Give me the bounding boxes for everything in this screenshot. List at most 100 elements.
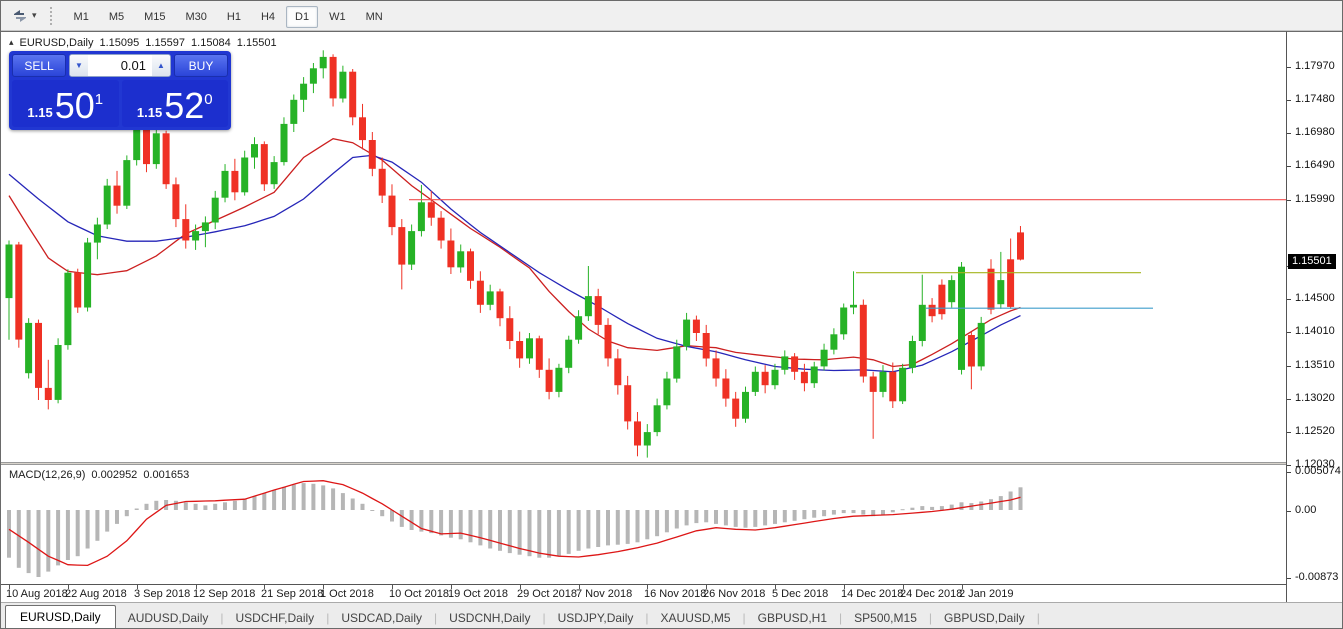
toolbar-drag-handle[interactable] — [49, 6, 56, 25]
candle — [309, 68, 317, 84]
double-arrow-icon — [14, 9, 26, 22]
axis-tick — [1287, 578, 1291, 580]
candle — [388, 195, 396, 228]
candle — [133, 123, 141, 161]
candle — [349, 71, 357, 118]
buy-button[interactable]: BUY — [174, 54, 228, 77]
buy-price-small: 1.15 — [136, 105, 163, 120]
candle — [653, 405, 661, 433]
candle — [761, 371, 769, 386]
date-axis[interactable]: 10 Aug 2018 22 Aug 2018 3 Sep 2018 12 Sep 2… — [1, 584, 1286, 602]
candle — [123, 160, 131, 206]
period-button-d1[interactable]: D1 — [286, 5, 319, 28]
date-axis-label: 21 Sep 2018 — [261, 588, 324, 600]
chart-arrows-icon[interactable]: ▾ — [9, 7, 40, 25]
tab-separator: | — [1036, 611, 1040, 625]
period-button-m5[interactable]: M5 — [108, 10, 125, 23]
chart-tab-usdchf-daily[interactable]: USDCHF,Daily — [235, 611, 315, 625]
volume-decrease-button[interactable]: ▼ — [70, 55, 88, 76]
candle — [339, 71, 347, 99]
macd-indicator-pane[interactable] — [1, 465, 1286, 584]
candle — [378, 168, 386, 196]
candle — [791, 356, 799, 372]
candle — [624, 385, 632, 422]
chart-tab-gbpusd-h1[interactable]: GBPUSD,H1 — [757, 611, 828, 625]
candle — [663, 378, 671, 406]
candle — [192, 231, 200, 241]
period-button-w1[interactable]: W1 — [329, 10, 346, 23]
date-tick — [9, 585, 10, 589]
date-tick — [264, 585, 265, 589]
current-price-badge: 1.15501 — [1288, 254, 1336, 270]
date-tick — [706, 585, 707, 589]
period-button-group: M1 M5 M15 M30 H1 H4 D1 W1 MN — [64, 5, 393, 28]
candle — [467, 251, 474, 281]
candle — [712, 358, 720, 379]
price-axis-label: 1.12520 — [1295, 425, 1335, 438]
candle — [781, 356, 789, 370]
chart-tab-usdjpy-daily[interactable]: USDJPY,Daily — [557, 611, 634, 625]
ma-fast-line — [8, 138, 1021, 368]
chart-tab-gbpusd-daily[interactable]: GBPUSD,Daily — [944, 611, 1025, 625]
date-tick — [520, 585, 521, 589]
chart-tab-usdcad-daily[interactable]: USDCAD,Daily — [341, 611, 422, 625]
candle — [604, 324, 612, 359]
price-axis[interactable]: 1.179701.174801.169801.164901.159901.150… — [1286, 31, 1342, 602]
candle — [692, 319, 700, 333]
quote-high: 1.15597 — [145, 37, 186, 49]
candle — [1017, 232, 1024, 260]
chart-tab-usdcnh-daily[interactable]: USDCNH,Daily — [449, 611, 531, 625]
period-button-m1[interactable]: M1 — [73, 10, 89, 23]
one-click-trading-panel: SELL ▼ ▲ BUY 1.15 50 1 1.15 52 0 — [9, 51, 231, 130]
volume-input[interactable] — [88, 55, 152, 76]
axis-tick — [1287, 99, 1291, 101]
macd-value-main: 0.002952 — [91, 469, 138, 481]
tab-separator: | — [326, 611, 330, 625]
chart-tab-sp500-m15[interactable]: SP500,M15 — [854, 611, 917, 625]
candle — [702, 333, 710, 359]
candle — [958, 266, 965, 370]
sell-price-small: 1.15 — [27, 105, 53, 120]
candle — [486, 291, 494, 305]
chart-tab-eurusd-daily[interactable]: EURUSD,Daily — [5, 605, 116, 628]
macd-axis-label: 0.005074 — [1295, 464, 1341, 477]
candle — [427, 202, 435, 218]
sell-price-tile[interactable]: 1.15 50 1 — [12, 80, 119, 127]
date-axis-label: 16 Nov 2018 — [644, 588, 707, 600]
chart-tab-audusd-daily[interactable]: AUDUSD,Daily — [127, 611, 209, 625]
price-axis-label: 1.13510 — [1295, 358, 1335, 371]
period-button-mn[interactable]: MN — [365, 10, 383, 23]
candle — [545, 369, 553, 392]
candle — [879, 371, 887, 392]
candle — [997, 280, 1005, 305]
period-button-h1[interactable]: H1 — [226, 10, 241, 23]
date-tick — [323, 585, 324, 589]
axis-tick — [1287, 299, 1291, 301]
period-button-h4[interactable]: H4 — [260, 10, 276, 23]
candle — [172, 184, 180, 220]
buy-price-tile[interactable]: 1.15 52 0 — [121, 80, 228, 127]
price-axis-label: 1.16490 — [1295, 159, 1335, 172]
candle — [928, 304, 936, 317]
candle — [673, 346, 681, 379]
price-axis-label: 1.17480 — [1295, 92, 1335, 105]
tab-separator: | — [434, 611, 438, 625]
volume-increase-button[interactable]: ▲ — [152, 55, 170, 76]
date-tick — [775, 585, 776, 589]
candle — [859, 304, 867, 377]
sell-button[interactable]: SELL — [12, 54, 66, 77]
candle — [44, 387, 52, 400]
macd-name-label: MACD(12,26,9) — [9, 469, 86, 481]
period-button-m15[interactable]: M15 — [144, 10, 166, 23]
date-axis-label: 29 Oct 2018 — [517, 588, 577, 600]
collapse-panel-icon[interactable]: ▴ — [9, 37, 14, 47]
pane-splitter[interactable] — [1, 462, 1286, 465]
date-axis-label: 22 Aug 2018 — [65, 588, 127, 600]
candle — [300, 83, 308, 100]
candle — [722, 378, 730, 399]
period-button-m30[interactable]: M30 — [185, 10, 207, 23]
chart-tab-xauusd-m5[interactable]: XAUUSD,M5 — [660, 611, 731, 625]
quote-low: 1.15084 — [191, 37, 231, 49]
chart-symbol-label: EURUSD,Daily — [19, 37, 94, 49]
candle — [1007, 259, 1015, 307]
